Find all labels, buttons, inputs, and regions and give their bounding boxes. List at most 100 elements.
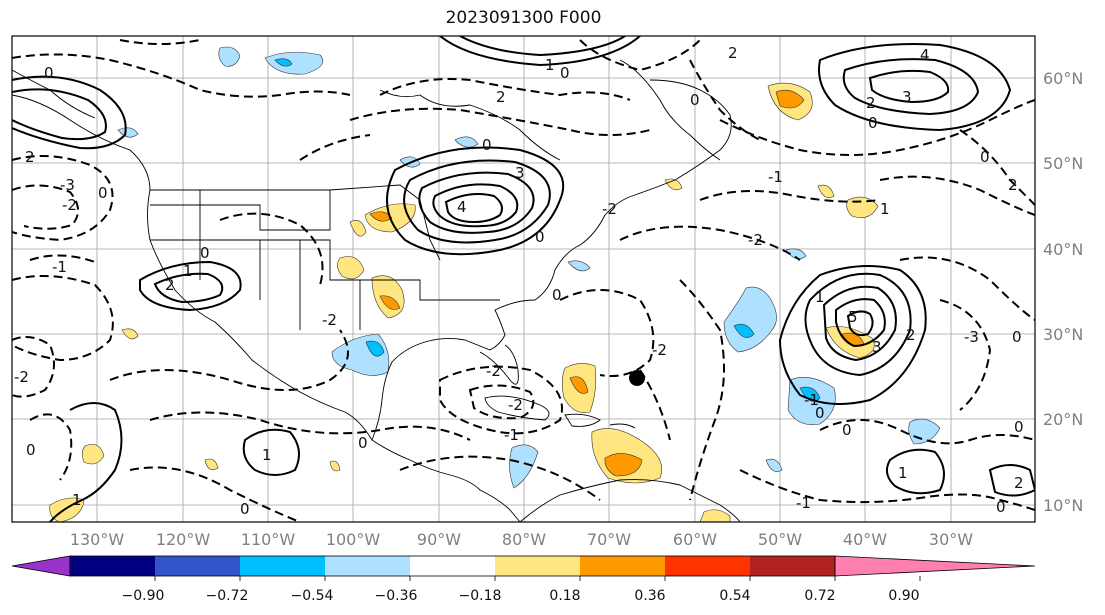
shaded-anomalies	[49, 46, 941, 522]
contour-label: 0	[482, 136, 492, 154]
contour-label: 0	[690, 91, 700, 109]
contour-label: 0	[1014, 418, 1024, 436]
colorbar-segment	[240, 556, 325, 576]
contour-label: 2	[906, 326, 916, 344]
contour-label: 1	[72, 491, 82, 509]
contour-label: 0	[868, 114, 878, 132]
colorbar-tick-label: 0.36	[634, 588, 665, 604]
graticule	[12, 36, 1035, 522]
map-title: 2023091300 F000	[445, 8, 602, 28]
contour-label: 2	[1014, 474, 1024, 492]
colorbar-tick-label: −0.90	[122, 588, 165, 604]
contour-label: 1	[898, 464, 908, 482]
contour-label: 0	[98, 184, 108, 202]
contour-label: -2	[748, 231, 763, 249]
contour-label: 0	[842, 421, 852, 439]
contour-label: -2	[486, 362, 501, 380]
contour-label: 3	[515, 164, 525, 182]
colorbar-segment	[495, 556, 580, 576]
lon-tick-label: 30°W	[929, 530, 973, 549]
lon-tick-label: 40°W	[843, 530, 887, 549]
contour-label: 2	[25, 148, 35, 166]
contour-label: -2	[62, 196, 77, 214]
contour-label: -3	[964, 328, 979, 346]
lon-tick-label: 110°W	[241, 530, 296, 549]
contour-label: -1	[768, 168, 783, 186]
contours-positive	[12, 36, 1035, 522]
contour-label: 1	[545, 56, 555, 74]
lat-tick-label: 50°N	[1043, 154, 1083, 173]
contour-label: -2	[508, 396, 523, 414]
contour-label: 0	[1012, 328, 1022, 346]
lon-tick-label: 90°W	[417, 530, 461, 549]
coastlines	[12, 59, 741, 522]
contour-label: 2	[1008, 176, 1018, 194]
contour-label: 1	[815, 288, 825, 306]
lat-tick-label: 10°N	[1043, 496, 1083, 515]
map-frame	[11, 35, 1036, 523]
colorbar-tick-label: −0.18	[459, 588, 502, 604]
colorbar-segment	[410, 556, 495, 576]
lon-tick-label: 100°W	[326, 530, 381, 549]
lon-tick-label: 70°W	[587, 530, 631, 549]
colorbar-tick-label: 0.72	[804, 588, 835, 604]
lat-tick-label: 20°N	[1043, 410, 1083, 429]
colorbar-tick-label: −0.72	[206, 588, 249, 604]
contour-label: 0	[200, 244, 210, 262]
lon-tick-label: 80°W	[502, 530, 546, 549]
contour-label: -2	[652, 341, 667, 359]
contour-label: -1	[804, 391, 819, 409]
contour-label: -1	[796, 494, 811, 512]
contour-label: 5	[848, 308, 858, 326]
colorbar: −0.90 −0.72 −0.54 −0.36 −0.18 0.18 0.36 …	[11, 555, 1036, 604]
colorbar-segment	[580, 556, 665, 576]
colorbar-tick-label: 0.54	[719, 588, 750, 604]
lon-tick-label: 120°W	[156, 530, 211, 549]
contour-label: 0	[815, 404, 825, 422]
contour-labels: 0 0 1 2 2 0 4 3 2 0 0 2 -3 -2 0 3 4 0 0 …	[14, 44, 1024, 518]
latitude-labels: 60°N 50°N 40°N 30°N 20°N 10°N	[1043, 69, 1083, 515]
contour-label: 0	[44, 64, 54, 82]
contour-label: 2	[866, 94, 876, 112]
colorbar-tick-label: 0.90	[888, 588, 919, 604]
contour-label: 4	[457, 198, 467, 216]
contour-label: -2	[322, 311, 337, 329]
contour-label: 0	[358, 434, 368, 452]
colorbar-segment	[70, 556, 155, 576]
contour-label: 0	[240, 500, 250, 518]
longitude-labels: 130°W 120°W 110°W 100°W 90°W 80°W 70°W 6…	[70, 530, 973, 549]
contour-label: 1	[262, 446, 272, 464]
contour-label: 1	[183, 262, 193, 280]
lon-tick-label: 60°W	[673, 530, 717, 549]
map-background	[12, 36, 1035, 522]
colorbar-tick-label: 0.18	[549, 588, 580, 604]
contour-label: -1	[504, 426, 519, 444]
lon-tick-label: 50°W	[758, 530, 802, 549]
colorbar-segment	[750, 556, 835, 576]
contour-label: 0	[996, 498, 1006, 516]
colorbar-segment	[325, 556, 410, 576]
colorbar-tick-label: −0.36	[375, 588, 418, 604]
contour-label: -2	[602, 200, 617, 218]
colorbar-segment	[665, 556, 750, 576]
contour-label: -1	[52, 258, 67, 276]
colorbar-segment	[155, 556, 240, 576]
colorbar-extend-min	[11, 555, 71, 577]
contour-label: 2	[165, 276, 175, 294]
storm-marker	[629, 370, 645, 386]
lat-tick-label: 60°N	[1043, 69, 1083, 88]
contour-label: 0	[560, 64, 570, 82]
lat-tick-label: 30°N	[1043, 325, 1083, 344]
contour-label: -2	[14, 368, 29, 386]
contour-label: -3	[60, 176, 75, 194]
contour-label: 2	[496, 88, 506, 106]
contour-label: 0	[980, 148, 990, 166]
contour-label: 3	[902, 88, 912, 106]
lat-tick-label: 40°N	[1043, 240, 1083, 259]
contour-label: 3	[872, 338, 882, 356]
contour-label: 0	[552, 286, 562, 304]
contour-label: 0	[26, 441, 36, 459]
lon-tick-label: 130°W	[70, 530, 125, 549]
colorbar-extend-max	[834, 555, 1036, 577]
contours-negative	[12, 39, 1035, 522]
